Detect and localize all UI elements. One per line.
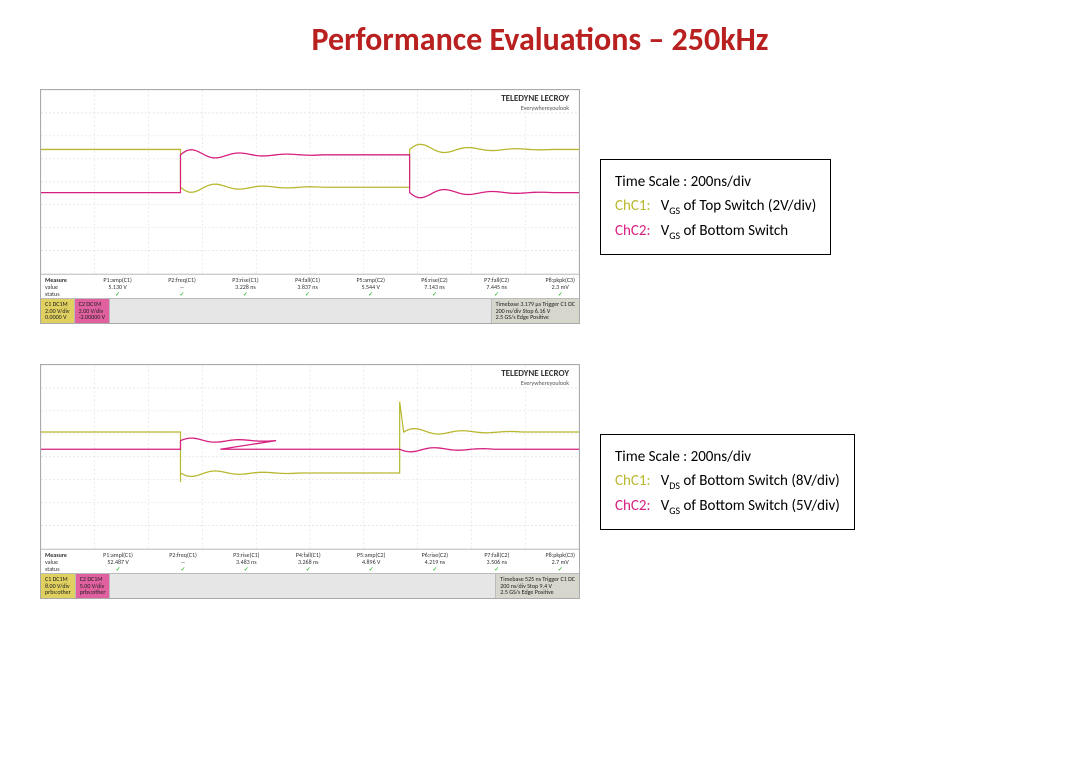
c2-l3: prbs:other (80, 589, 106, 596)
legend-c2: ChC2: VGS of Bottom Switch (5V/div) (615, 494, 840, 519)
legend-c1-sub: DS (669, 479, 680, 492)
channel-info-bar-1: C1 DC1M 2.00 V/div 0.0000 V C2 DC1M 2.00… (41, 298, 579, 323)
legend-c1-rest: of Bottom Switch (8V/div) (680, 472, 840, 490)
timebase-box: Timebase 3.179 µs Trigger C1 DC 200 ns/d… (491, 299, 579, 323)
timebase-box: Timebase 525 ns Trigger C1 DC 200 ns/div… (495, 574, 579, 598)
brand-logo: TELEDYNE LECROY Everywhereyoulook (501, 369, 569, 387)
legend-c1-label: ChC1: (615, 472, 651, 490)
c1-box: C1 DC1M 2.00 V/div 0.0000 V (41, 299, 75, 323)
legend-1: Time Scale : 200ns/div ChC1: VGS of Top … (600, 159, 831, 255)
legend-c1: ChC1: VDS of Bottom Switch (8V/div) (615, 469, 840, 494)
legend-c2-sub: GS (669, 229, 680, 242)
tb-l3: 2.5 GS/s Edge Positive (500, 589, 575, 596)
row-scope-2: TELEDYNE LECROY Everywhereyoulook Measur… (40, 364, 1040, 599)
legend-c2-label: ChC2: (615, 222, 651, 240)
brand-name: TELEDYNE LECROY (501, 368, 569, 379)
legend-c1-sub: GS (669, 204, 680, 217)
c2-box: C2 DC1M 2.00 V/div -2.00000 V (75, 299, 110, 323)
tb-l3: 2.5 GS/s Edge Positive (496, 314, 575, 321)
oscilloscope-capture-1: TELEDYNE LECROY Everywhereyoulook Measur… (40, 89, 580, 324)
c2-box: C2 DC1M 5.00 V/div prbs:other (76, 574, 111, 598)
legend-c2-rest: of Bottom Switch (5V/div) (680, 497, 840, 515)
brand-name: TELEDYNE LECROY (501, 93, 569, 104)
legend-2: Time Scale : 200ns/div ChC1: VDS of Bott… (600, 434, 855, 530)
measurement-row-2: MeasurevaluestatusP1:ampl(C1)52.487 V✓P2… (41, 550, 579, 574)
oscilloscope-capture-2: TELEDYNE LECROY Everywhereyoulook Measur… (40, 364, 580, 599)
legend-c2: ChC2: VGS of Bottom Switch (615, 219, 816, 244)
c1-l3: 0.0000 V (45, 314, 70, 321)
waveform-plot-1 (41, 90, 579, 275)
brand-tagline: Everywhereyoulook (521, 104, 569, 112)
row-scope-1: TELEDYNE LECROY Everywhereyoulook Measur… (40, 89, 1040, 324)
channel-info-bar-2: C1 DC1M 8.00 V/div prbs:other C2 DC1M 5.… (41, 573, 579, 598)
waveform-plot-2 (41, 365, 579, 550)
c2-l3: -2.00000 V (79, 314, 105, 321)
legend-c1: ChC1: VGS of Top Switch (2V/div) (615, 194, 816, 219)
legend-time: Time Scale : 200ns/div (615, 170, 816, 194)
legend-c2-sym: V (661, 497, 670, 515)
legend-c1-sym: V (661, 197, 670, 215)
legend-c1-sym: V (661, 472, 670, 490)
brand-logo: TELEDYNE LECROY Everywhereyoulook (501, 94, 569, 112)
legend-c2-rest: of Bottom Switch (680, 222, 788, 240)
legend-time: Time Scale : 200ns/div (615, 445, 840, 469)
legend-c2-label: ChC2: (615, 497, 651, 515)
legend-c2-sym: V (661, 222, 670, 240)
page-title: Performance Evaluations – 250kHz (40, 20, 1040, 59)
legend-c1-rest: of Top Switch (2V/div) (680, 197, 816, 215)
legend-c2-sub: GS (669, 504, 680, 517)
measurement-row-1: MeasurevaluestatusP1:amp(C1)5.130 V✓P2:f… (41, 275, 579, 299)
brand-tagline: Everywhereyoulook (521, 379, 569, 387)
c1-box: C1 DC1M 8.00 V/div prbs:other (41, 574, 76, 598)
c1-l3: prbs:other (45, 589, 71, 596)
legend-c1-label: ChC1: (615, 197, 651, 215)
